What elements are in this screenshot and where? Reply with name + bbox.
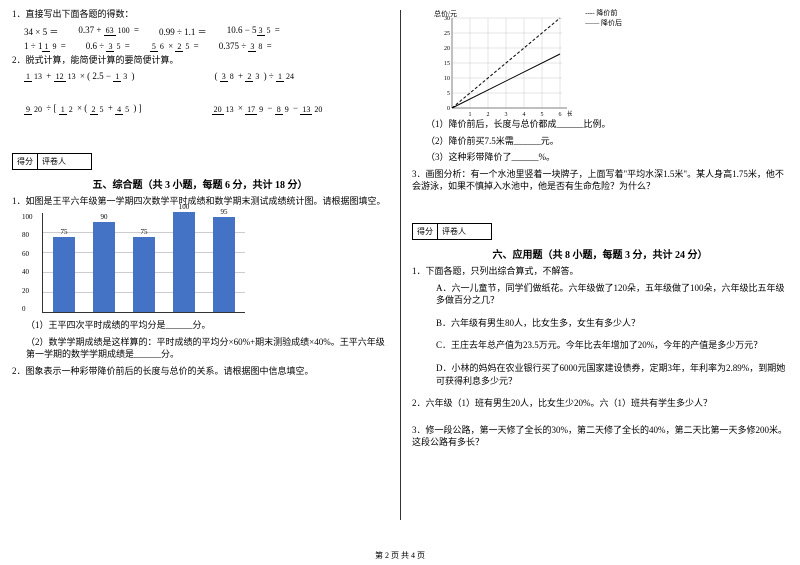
expr: ( 38 + 23 ) ÷ 124 [214, 71, 296, 81]
svg-text:2: 2 [487, 112, 490, 118]
s6-q1: 1．下面各题，只列出综合算式，不解答。 [412, 265, 788, 278]
svg-text:5: 5 [447, 91, 450, 97]
svg-text:0: 0 [447, 106, 450, 112]
svg-text:1: 1 [469, 112, 472, 118]
bar-item: 95 [213, 208, 235, 312]
y-axis: 0 20 40 60 80 100 [22, 213, 33, 313]
bar-item: 90 [93, 213, 115, 312]
s6-q1a: A．六一儿童节，同学们做纸花。六年级做了120朵，五年级做了100朵，六年级比五… [412, 282, 788, 307]
score-label: 得分 [413, 224, 438, 239]
page-footer: 第 2 页 共 4 页 [0, 550, 800, 561]
svg-text:30: 30 [444, 16, 450, 22]
expr: 10.6 − 535 = [227, 25, 280, 38]
expr: 1 ÷ 119 = [24, 41, 66, 51]
column-divider [400, 10, 401, 520]
expr: 0.37 + 63100 = [78, 25, 139, 38]
svg-text:10: 10 [444, 76, 450, 82]
svg-text:4: 4 [523, 112, 526, 118]
s6-q1d: D．小林的妈妈在农业银行买了6000元国家建设债券，定期3年，年利率为2.89%… [412, 362, 788, 387]
expr: 0.99 ÷ 1.1 ＝ [159, 25, 207, 38]
math-row-1: 34 × 5 ＝ 0.37 + 63100 = 0.99 ÷ 1.1 ＝ 10.… [24, 25, 388, 38]
q1-label: 1．直接写出下面各题的得数： [12, 8, 388, 21]
bar-item: 75 [133, 228, 155, 312]
expr: 113 + 1213 × ( 2.5 − 13 ) [24, 71, 134, 81]
r-q1: （1）降价前后，长度与总价都成______比例。 [412, 118, 788, 131]
expr: 34 × 5 ＝ [24, 25, 58, 38]
score-label: 得分 [13, 154, 38, 169]
expr: 0.375 ÷ 38 = [219, 41, 272, 51]
expr: 0.6 ÷ 35 = [86, 41, 130, 51]
s6-q3: 3．修一段公路，第一天修了全长的30%，第二天修了全长的40%，第二天比第一天多… [412, 424, 788, 449]
s5-q1: 1．如图是王平六年级第一学期四次数学平时成绩和数学期末测试成绩统计图。请根据图填… [12, 195, 388, 208]
math-row-4: 920 ÷ [ 12 × ( 25 + 45 ) ] 2013 × 179 − … [24, 103, 388, 113]
svg-text:6: 6 [559, 112, 562, 118]
s5-q2: 2．图象表示一种彩带降价前后的长度与总价的关系。请根据图中信息填空。 [12, 365, 388, 378]
s5-q1-1: （1）王平四次平时成绩的平均分是______分。 [12, 319, 388, 332]
s6-q1c: C．王庄去年总产值为23.5万元。今年比去年增加了20%，今年的产值是多少万元？ [412, 339, 788, 352]
svg-text:20: 20 [444, 46, 450, 52]
grader-label: 评卷人 [438, 224, 470, 239]
svg-text:25: 25 [444, 31, 450, 37]
svg-text:3: 3 [505, 112, 508, 118]
s6-q1b: B．六年级有男生80人，比女生多，女生有多少人？ [412, 317, 788, 330]
score-box: 得分 评卷人 [12, 153, 92, 170]
line-chart: ---- 降价前 —— 降价后 总价/元 0510 15202530 [432, 8, 572, 118]
svg-text:5: 5 [541, 112, 544, 118]
expr: 56 × 25 = [150, 41, 199, 51]
bar-item: 75 [53, 228, 75, 312]
math-row-3: 113 + 1213 × ( 2.5 − 13 ) ( 38 + 23 ) ÷ … [24, 71, 388, 81]
section5-title: 五、综合题（共 3 小题，每题 6 分，共计 18 分） [12, 176, 388, 191]
r-q3: （3）这种彩带降价了______%。 [412, 151, 788, 164]
expr: 920 ÷ [ 12 × ( 25 + 45 ) ] [24, 103, 142, 113]
svg-text:长度/米: 长度/米 [567, 110, 572, 118]
section6-title: 六、应用题（共 8 小题，每题 3 分，共计 24 分） [412, 246, 788, 261]
math-row-2: 1 ÷ 119 = 0.6 ÷ 35 = 56 × 25 = 0.375 ÷ 3… [24, 41, 388, 51]
grader-label: 评卷人 [38, 154, 70, 169]
q2-label: 2．脱式计算，能简便计算的要简便计算。 [12, 54, 388, 67]
r3: 3．画图分析：有一个水池里竖着一块牌子，上面写着"平均水深1.5米"。某人身高1… [412, 168, 788, 193]
score-box: 得分 评卷人 [412, 223, 492, 240]
svg-text:15: 15 [444, 61, 450, 67]
bar-item: 100 [173, 203, 195, 312]
r-q2: （2）降价前买7.5米需______元。 [412, 135, 788, 148]
bar-chart: 0 20 40 60 80 100 75907510095 [42, 213, 388, 313]
expr: 2013 × 179 − 89 − 1320 [212, 103, 325, 113]
s6-q2: 2．六年级（1）班有男生20人，比女生少20%。六（1）班共有学生多少人？ [412, 397, 788, 410]
s5-q1-2: （2）数学学期成绩是这样算的：平时成绩的平均分×60%+期末测验成绩×40%。王… [12, 336, 388, 361]
legend: ---- 降价前 —— 降价后 [585, 8, 622, 28]
